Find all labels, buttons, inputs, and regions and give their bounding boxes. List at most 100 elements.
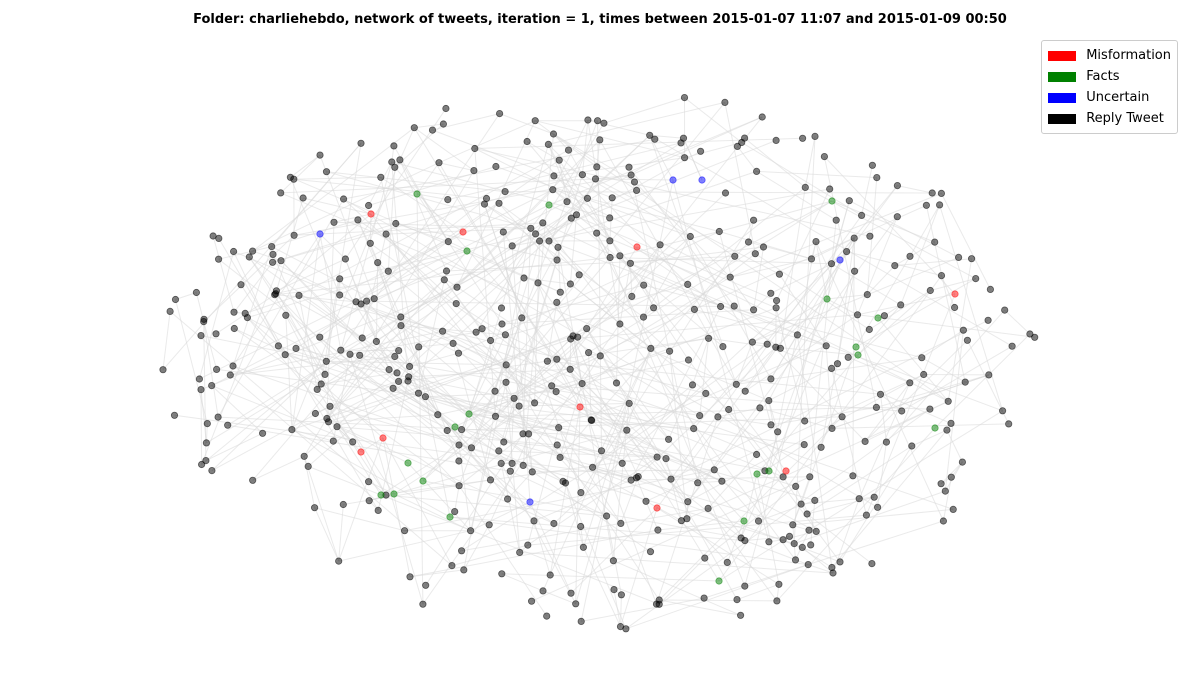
graph-edge (626, 429, 672, 480)
graph-edge (588, 200, 833, 354)
uncertain-node (316, 230, 324, 238)
graph-edge (606, 515, 622, 595)
graph-edge (232, 233, 321, 367)
reply-tweet-node (543, 357, 552, 365)
graph-edge (770, 334, 798, 380)
reply-tweet-node (897, 301, 905, 309)
graph-edge (468, 308, 695, 415)
graph-edge (559, 383, 583, 458)
reply-tweet-node (339, 500, 347, 509)
graph-edge (386, 227, 531, 235)
graph-edge (319, 154, 375, 299)
reply-tweet-node (443, 426, 451, 435)
reply-tweet-node (593, 163, 601, 171)
reply-tweet-node (455, 457, 463, 465)
reply-tweet-node (606, 237, 614, 245)
graph-edge (582, 547, 621, 627)
facts-node (446, 513, 454, 521)
graph-edge (203, 321, 219, 418)
graph-edge (570, 283, 652, 349)
misinformation-swatch (1048, 50, 1077, 61)
reply-tweet-node (920, 370, 928, 379)
reply-tweet-node (696, 411, 704, 420)
graph-edge (211, 201, 568, 387)
graph-edge (394, 166, 628, 431)
graph-edge (302, 197, 372, 215)
graph-edge (831, 237, 855, 265)
graph-edge (201, 260, 282, 465)
graph-edge (501, 573, 544, 592)
reply-tweet-node (337, 346, 345, 354)
graph-edge (946, 429, 963, 463)
reply-tweet-node (384, 267, 392, 275)
graph-edge (437, 359, 689, 416)
reply-tweet-node (941, 487, 949, 495)
graph-edge (569, 338, 572, 370)
graph-edge (336, 426, 362, 453)
graph-edge (855, 256, 911, 348)
reply-tweet-node (744, 238, 753, 246)
graph-edge (553, 133, 949, 402)
graph-edge (280, 178, 596, 194)
reply-tweet-node (573, 333, 582, 341)
graph-edge (877, 317, 949, 402)
graph-edge (737, 146, 757, 172)
graph-edge (247, 317, 384, 439)
graph-edge (216, 368, 805, 446)
reply-tweet-node (478, 325, 486, 333)
reply-tweet-node (575, 271, 583, 279)
graph-edge (764, 444, 805, 472)
graph-edge (370, 242, 628, 431)
reply-tweet-node (1005, 420, 1013, 428)
graph-edge (591, 241, 749, 421)
reply-tweet-node (627, 476, 635, 484)
reply-tweet-node (310, 504, 319, 512)
reply-tweet-node (442, 267, 451, 275)
reply-tweet-node (286, 173, 294, 181)
graph-edge (806, 445, 913, 515)
graph-edge (498, 202, 550, 242)
graph-edge (481, 284, 644, 330)
reply-tweet-node (577, 488, 585, 497)
reply-tweet-node (335, 557, 343, 565)
reply-tweet-node (197, 385, 205, 394)
reply-tweet-node (610, 585, 618, 594)
graph-edge (416, 162, 440, 195)
graph-edge (212, 235, 235, 313)
graph-edge (877, 442, 887, 508)
misinformation-node (459, 228, 467, 236)
reply-tweet-node (374, 258, 382, 267)
reply-tweet-node (935, 201, 944, 209)
graph-edge (934, 333, 1031, 429)
graph-edge (298, 149, 569, 296)
reply-tweet-node (317, 380, 325, 388)
graph-edge (546, 302, 558, 362)
reply-tweet-node (665, 347, 674, 355)
graph-edge (596, 232, 611, 258)
reply-tweet-node (396, 156, 404, 164)
graph-edge (643, 236, 691, 318)
reply-tweet-node (931, 238, 939, 246)
graph-edge (414, 127, 475, 172)
reply-tweet-node (656, 241, 664, 249)
reply-tweet-node (553, 256, 561, 264)
reply-tweet-node (812, 527, 820, 536)
graph-edge (548, 101, 726, 145)
reply-tweet-node (950, 303, 959, 312)
reply-tweet-node (775, 270, 784, 278)
graph-edge (458, 253, 756, 487)
reply-tweet-node (166, 307, 174, 315)
graph-edge (683, 137, 703, 181)
reply-tweet-node (617, 519, 625, 528)
reply-tweet-node (612, 379, 621, 387)
graph-edge (581, 355, 601, 384)
graph-edge (814, 475, 854, 501)
graph-edge (248, 256, 327, 362)
facts-node (765, 467, 773, 475)
graph-edge (699, 338, 710, 416)
graph-edge (234, 328, 566, 484)
reply-tweet-node (339, 195, 348, 203)
reply-tweet-node (850, 234, 858, 242)
graph-edge (831, 263, 901, 306)
misinformation-node (653, 504, 661, 512)
